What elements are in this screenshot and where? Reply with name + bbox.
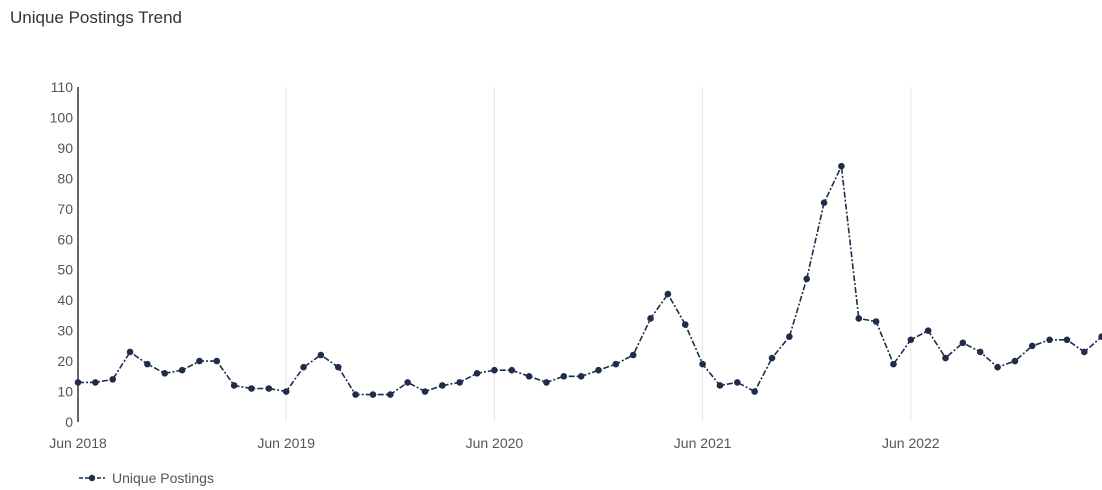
data-point[interactable] xyxy=(872,318,880,325)
data-point[interactable] xyxy=(178,366,186,374)
data-point[interactable] xyxy=(577,373,585,380)
chart-title: Unique Postings Trend xyxy=(10,8,182,27)
data-point[interactable] xyxy=(456,379,464,386)
data-point[interactable] xyxy=(525,373,533,380)
x-tick-label: Jun 2022 xyxy=(882,435,940,451)
data-point[interactable] xyxy=(387,391,394,398)
data-point[interactable] xyxy=(959,339,967,347)
data-point[interactable] xyxy=(126,348,134,356)
y-tick-label: 20 xyxy=(57,353,73,369)
data-point[interactable] xyxy=(473,369,481,377)
data-point[interactable] xyxy=(838,162,845,170)
data-point[interactable] xyxy=(855,315,863,322)
data-point[interactable] xyxy=(734,379,741,386)
series-layer xyxy=(74,162,1102,398)
data-point[interactable] xyxy=(1028,342,1036,350)
data-point[interactable] xyxy=(508,366,516,374)
y-tick-label: 110 xyxy=(51,79,74,95)
data-point[interactable] xyxy=(1098,333,1102,341)
y-tick-label: 0 xyxy=(65,414,73,430)
data-point[interactable] xyxy=(768,354,776,362)
data-point[interactable] xyxy=(439,382,446,389)
data-point[interactable] xyxy=(681,321,689,328)
data-point[interactable] xyxy=(820,199,828,207)
data-point[interactable] xyxy=(664,290,672,298)
data-point[interactable] xyxy=(543,379,550,386)
y-tick-label: 80 xyxy=(57,170,73,186)
legend-line-dot-icon xyxy=(79,474,105,482)
data-point[interactable] xyxy=(1011,357,1019,365)
data-point[interactable] xyxy=(1046,336,1053,344)
data-point[interactable] xyxy=(994,363,1001,371)
data-point[interactable] xyxy=(265,385,273,392)
data-point[interactable] xyxy=(751,388,758,395)
data-point[interactable] xyxy=(92,379,99,386)
data-point[interactable] xyxy=(352,391,359,398)
data-point[interactable] xyxy=(595,366,602,374)
data-point[interactable] xyxy=(924,327,932,334)
y-tick-label: 10 xyxy=(57,384,73,400)
data-point[interactable] xyxy=(976,348,984,356)
legend-item-unique-postings[interactable]: Unique Postings xyxy=(78,470,214,486)
x-tick-label: Jun 2019 xyxy=(257,435,315,451)
y-tick-label: 70 xyxy=(57,201,73,217)
y-tick-label: 60 xyxy=(57,231,73,247)
data-point[interactable] xyxy=(144,360,151,368)
x-tick-label: Jun 2021 xyxy=(674,435,732,451)
data-point[interactable] xyxy=(74,379,82,386)
x-tick-label: Jun 2020 xyxy=(466,435,524,451)
data-point[interactable] xyxy=(282,388,290,395)
data-point[interactable] xyxy=(647,315,654,322)
data-point[interactable] xyxy=(334,363,342,371)
legend-label: Unique Postings xyxy=(112,470,214,486)
data-point[interactable] xyxy=(942,354,949,362)
data-point[interactable] xyxy=(213,357,221,365)
series-line-unique-postings xyxy=(78,163,1102,396)
data-point[interactable] xyxy=(369,391,377,398)
data-point[interactable] xyxy=(803,275,810,283)
y-tick-label: 40 xyxy=(57,292,73,308)
data-point[interactable] xyxy=(907,336,915,344)
data-point[interactable] xyxy=(421,388,429,395)
data-point[interactable] xyxy=(1081,348,1088,356)
data-point[interactable] xyxy=(404,379,411,386)
y-tick-label: 90 xyxy=(57,140,73,156)
data-point[interactable] xyxy=(317,351,325,359)
data-point[interactable] xyxy=(716,382,724,389)
data-point[interactable] xyxy=(109,376,116,383)
data-point[interactable] xyxy=(230,382,238,389)
y-tick-label: 100 xyxy=(50,109,74,125)
data-point[interactable] xyxy=(1063,336,1071,344)
x-tick-label: Jun 2018 xyxy=(49,435,107,451)
data-point[interactable] xyxy=(300,363,307,371)
y-tick-label: 30 xyxy=(57,323,73,339)
data-point[interactable] xyxy=(890,360,897,368)
data-point[interactable] xyxy=(560,373,568,380)
data-point[interactable] xyxy=(612,360,620,368)
data-point[interactable] xyxy=(491,366,498,374)
y-tick-label: 50 xyxy=(57,262,73,278)
data-point[interactable] xyxy=(248,385,255,392)
data-point[interactable] xyxy=(629,351,637,359)
data-point[interactable] xyxy=(786,333,793,341)
data-point[interactable] xyxy=(161,369,169,377)
axis-layer: Jun 2018 Jun 2019 Jun 2020 Jun 2021 Jun 2022… xyxy=(49,79,940,451)
data-point[interactable] xyxy=(699,360,706,368)
data-point[interactable] xyxy=(196,357,203,365)
